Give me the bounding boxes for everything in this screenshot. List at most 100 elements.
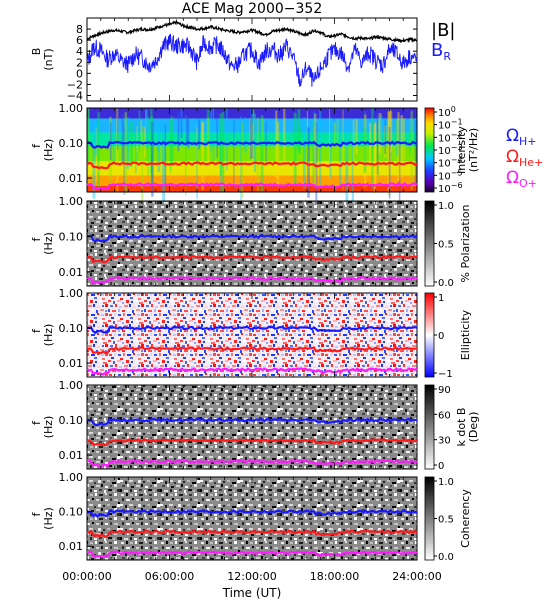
- legend-b-radial: BR: [431, 40, 451, 63]
- intensity-streak: [398, 120, 401, 202]
- b-ytick-label: 8: [76, 23, 83, 36]
- intensity-streak: [169, 119, 172, 173]
- omega-he-line: [86, 254, 418, 264]
- legend-cyclotron-entry: ΩH+: [506, 126, 537, 148]
- intensity-streak: [261, 118, 264, 144]
- omega-he-line: [86, 161, 418, 170]
- legend-cyclotron-entry: ΩO+: [506, 168, 537, 190]
- intensity-streak: [157, 122, 161, 173]
- intensity-streak: [240, 116, 242, 201]
- intensity-streak: [206, 110, 210, 143]
- freq-axis-unit: (Hz): [42, 507, 55, 530]
- intensity-streak: [384, 125, 387, 158]
- intensity-streak: [141, 126, 144, 208]
- spectrogram-image: [87, 477, 417, 560]
- intensity-streak: [136, 126, 138, 153]
- freq-tick-label: 1.00: [59, 287, 84, 300]
- intensity-streak: [112, 126, 115, 165]
- intensity-streak: [185, 116, 189, 146]
- intensity-streak: [249, 117, 252, 157]
- time-tick-label: 00:00:00: [62, 570, 111, 583]
- freq-axis-unit: (Hz): [42, 232, 55, 255]
- colorbar-tick-label: 0.0: [438, 552, 454, 563]
- intensity-streak: [233, 118, 235, 190]
- intensity-streak: [396, 119, 400, 155]
- freq-tick-label: 1.00: [59, 102, 84, 115]
- intensity-streak: [333, 122, 337, 148]
- intensity-streak: [297, 109, 301, 150]
- intensity-streak: [130, 121, 133, 167]
- intensity-streak: [126, 125, 129, 152]
- intensity-streak: [88, 108, 90, 165]
- intensity-streak: [379, 115, 383, 141]
- intensity-streak: [97, 112, 100, 189]
- cyclotron-legend: ΩH+ΩHe+ΩO+: [506, 126, 543, 190]
- intensity-streak: [364, 114, 367, 188]
- freq-tick-label: 0.01: [59, 540, 84, 553]
- colorbar: [424, 292, 435, 378]
- intensity-band: [87, 146, 417, 162]
- intensity-streak: [145, 109, 149, 149]
- legend-b-radial-main: B: [431, 40, 443, 61]
- omega-he-line: [87, 437, 418, 447]
- intensity-streak: [221, 112, 225, 192]
- colorbar-label: k dot B: [455, 408, 468, 447]
- intensity-streak: [216, 111, 218, 158]
- freq-tick-label: 0.01: [59, 449, 84, 462]
- legend-b-total: |B|: [431, 20, 455, 41]
- b-yunit: (nT): [42, 48, 55, 70]
- colorbar-tick-label: 0.0: [438, 278, 454, 289]
- intensity-streak: [150, 108, 153, 174]
- legend-ion: O+: [519, 177, 537, 190]
- freq-tick-label: 0.10: [59, 137, 84, 150]
- intensity-streak: [315, 122, 318, 201]
- intensity-streak: [201, 122, 204, 154]
- legend-ion: H+: [519, 135, 537, 148]
- colorbar-label: Intensity: [455, 126, 468, 174]
- figure-title: ACE Mag 2000−352: [182, 1, 322, 17]
- b-ytick-label: 6: [76, 34, 83, 47]
- colorbar: [424, 200, 435, 287]
- intensity-streak: [395, 119, 398, 148]
- colorbar-tick-label: 1.0: [438, 201, 454, 212]
- intensity-streak: [414, 120, 418, 185]
- intensity-streak: [374, 121, 377, 185]
- freq-tick-label: 0.10: [59, 230, 84, 243]
- intensity-streak: [283, 108, 286, 176]
- legend-ion: He+: [519, 156, 543, 169]
- colorbar-tick-label: 0.5: [438, 240, 454, 251]
- colorbar-tick-label: 60: [438, 410, 451, 421]
- intensity-streak: [336, 119, 339, 156]
- colorbar-label: Ellipticity: [459, 309, 472, 360]
- intensity-streak: [180, 109, 183, 138]
- freq-axis-label: f: [30, 143, 43, 148]
- intensity-streak: [210, 109, 213, 153]
- intensity-streak: [403, 118, 405, 160]
- colorbar-tick-label: 30: [438, 436, 451, 447]
- intensity-streak: [297, 126, 301, 154]
- b-field-legend: |B| BR: [431, 20, 455, 63]
- intensity-streak: [251, 109, 254, 146]
- colorbar: [424, 476, 435, 561]
- omega-o-line: [86, 367, 418, 376]
- freq-axis-label: f: [30, 236, 43, 241]
- colorbar-tick-label: 0.5: [438, 515, 454, 526]
- colorbar: [424, 384, 435, 470]
- colorbar-tick-label: 10−5: [438, 168, 463, 182]
- colorbar-tick-label: −1: [438, 369, 453, 380]
- intensity-streak: [378, 112, 382, 153]
- intensity-streak: [162, 126, 166, 209]
- intensity-streak: [212, 108, 215, 161]
- colorbar-tick-label: 1: [438, 293, 444, 304]
- intensity-streak: [145, 109, 147, 141]
- colorbar-unit: (Deg): [467, 412, 480, 443]
- colorbar-tick-label: 10−4: [438, 156, 463, 170]
- intensity-streak: [95, 121, 98, 156]
- intensity-streak: [116, 108, 119, 193]
- colorbar-tick-label: 0: [438, 331, 444, 342]
- colorbar-tick-label: 10−3: [438, 143, 463, 157]
- intensity-streak: [140, 120, 142, 159]
- colorbar: [424, 107, 435, 193]
- spectrogram-image: [87, 293, 417, 377]
- intensity-streak: [368, 123, 372, 167]
